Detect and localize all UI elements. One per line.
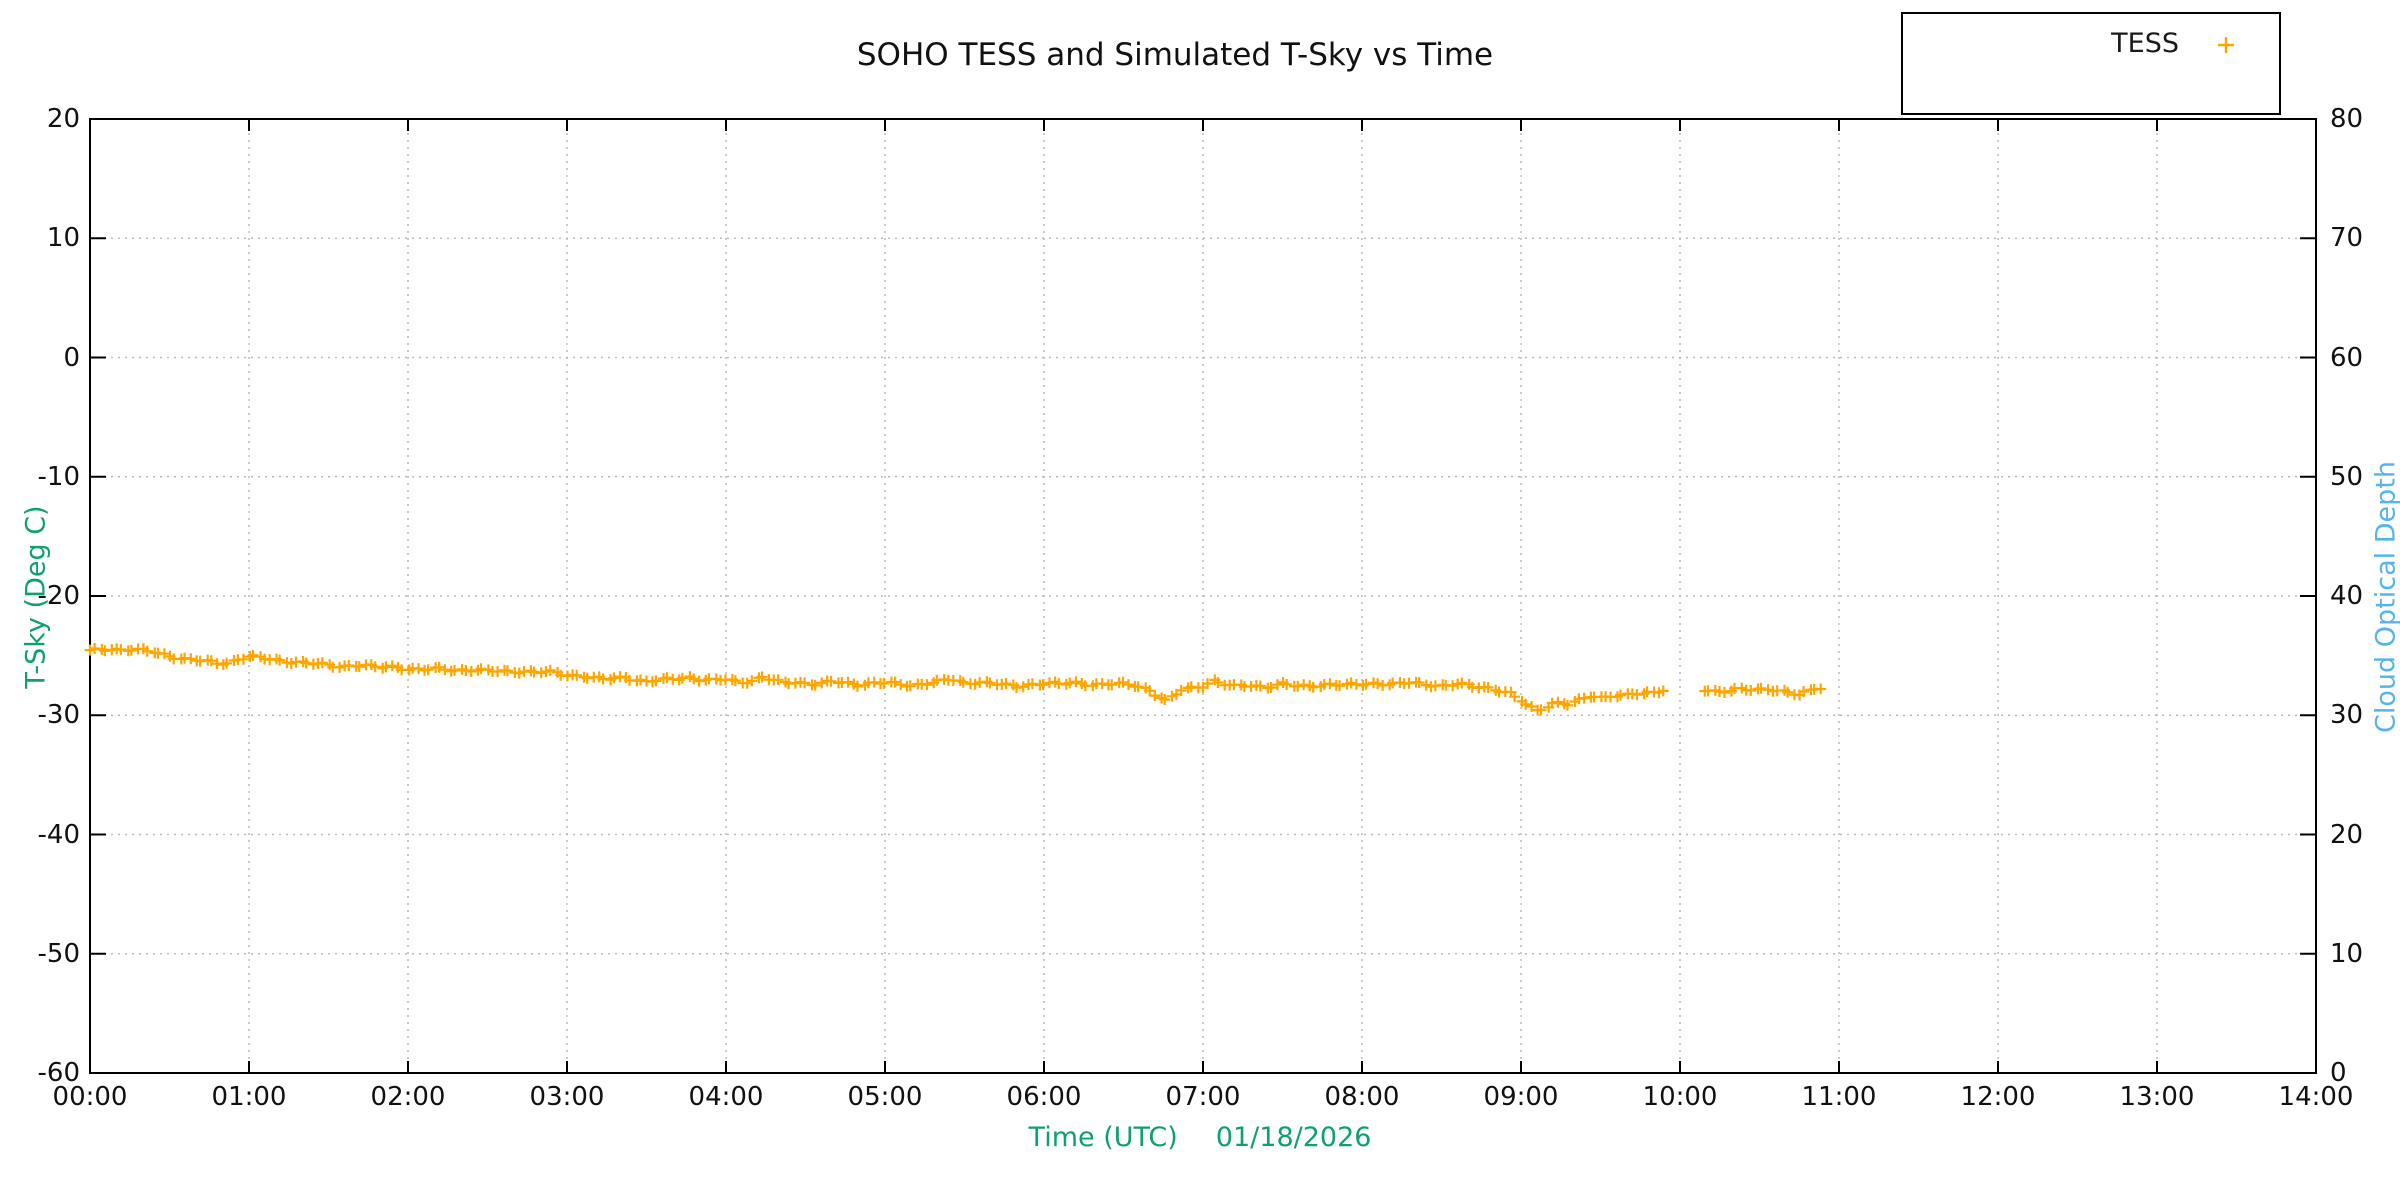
x-tick-label: 02:00: [370, 1082, 446, 1112]
x-tick-label: 10:00: [1642, 1082, 1718, 1112]
y-left-tick-label: 20: [46, 104, 80, 134]
y-right-tick-label: 50: [2330, 461, 2364, 492]
x-tick-label: 11:00: [1801, 1082, 1877, 1112]
legend-label-tess: TESS: [2111, 28, 2179, 59]
chart-title: SOHO TESS and Simulated T-Sky vs Time: [856, 37, 1494, 73]
x-tick-label: 08:00: [1324, 1082, 1400, 1112]
y-right-tick-label: 70: [2330, 223, 2364, 254]
x-tick-label: 09:00: [1483, 1082, 1559, 1112]
legend-box: TESS: [1901, 12, 2281, 115]
y-right-tick-label: 60: [2330, 342, 2364, 373]
series-points-tess: [84, 643, 1827, 716]
y-left-tick-label: -60: [37, 1058, 80, 1088]
x-tick-label: 00:00: [52, 1082, 128, 1112]
y-left-tick-label: 0: [63, 342, 80, 373]
x-tick-label: 06:00: [1006, 1082, 1082, 1112]
y-left-tick-label: -40: [37, 819, 80, 850]
plus-marker-icon: [2218, 37, 2234, 53]
y-right-tick-label: 40: [2330, 581, 2364, 611]
y-left-tick-label: -10: [37, 461, 80, 492]
x-axis-date: 01/18/2026: [1215, 1122, 1372, 1153]
y-left-tick-label: 10: [46, 223, 80, 254]
plot-border: [89, 118, 2317, 1074]
x-tick-label: 14:00: [2278, 1082, 2354, 1112]
x-tick-label: 05:00: [847, 1082, 923, 1112]
y-left-tick-label: -20: [37, 581, 80, 611]
y-right-tick-label: 20: [2330, 819, 2364, 850]
y-right-tick-label: 0: [2330, 1058, 2347, 1088]
y-right-tick-label: 30: [2330, 700, 2364, 731]
grid-lines: [90, 119, 2316, 1073]
x-axis-label-row: Time (UTC) 01/18/2026: [900, 1122, 1500, 1154]
x-tick-label: 12:00: [1960, 1082, 2036, 1112]
x-axis-label: Time (UTC): [1028, 1122, 1178, 1153]
y-left-tick-label: -30: [37, 700, 80, 731]
x-tick-label: 01:00: [211, 1082, 287, 1112]
x-tick-label: 04:00: [688, 1082, 764, 1112]
y-left-tick-label: -50: [37, 938, 80, 969]
x-tick-label: 07:00: [1165, 1082, 1241, 1112]
y-right-tick-label: 10: [2330, 938, 2364, 969]
x-tick-label: 13:00: [2119, 1082, 2195, 1112]
y-right-tick-label: 80: [2330, 104, 2364, 134]
x-tick-label: 03:00: [529, 1082, 605, 1112]
